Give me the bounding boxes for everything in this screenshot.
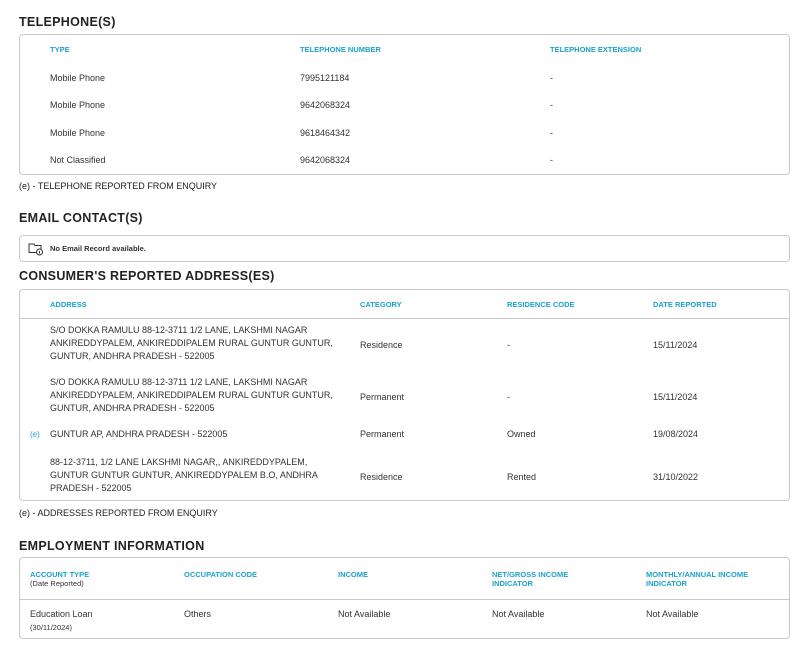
col-monthly-annual: MONTHLY/ANNUAL INCOME INDICATOR: [646, 570, 749, 588]
col-account-type: ACCOUNT TYPE (Date Reported): [30, 570, 89, 588]
account-type-value: Education Loan: [30, 609, 93, 619]
col-type: TYPE: [50, 45, 70, 54]
date-reported-value: (30/11/2024): [30, 623, 72, 632]
telephones-title: TELEPHONE(S): [19, 15, 116, 29]
telephone-type: Mobile Phone: [50, 128, 106, 138]
account-type: Education Loan (30/11/2024): [30, 608, 93, 634]
email-box: No Email Record available.: [19, 235, 790, 262]
header-divider: [20, 318, 789, 319]
residence-code-value: Rented: [507, 471, 537, 482]
telephone-type: Mobile Phone: [50, 100, 106, 110]
email-title: EMAIL CONTACT(S): [19, 211, 143, 225]
residence-code-value: Owned: [507, 429, 536, 439]
col-category: CATEGORY: [360, 300, 402, 309]
col-net-gross: NET/GROSS INCOME INDICATOR: [492, 570, 569, 588]
telephone-extension: -: [550, 155, 553, 165]
addresses-table: ADDRESS CATEGORY RESIDENCE CODE DATE REP…: [19, 289, 790, 501]
telephones-table: TYPE TELEPHONE NUMBER TELEPHONE EXTENSIO…: [19, 34, 790, 175]
category-value: Permanent: [360, 429, 405, 439]
category-value: Residence: [360, 339, 403, 350]
telephone-extension: -: [550, 100, 553, 110]
telephone-number: 9618464342: [300, 128, 351, 138]
col-telephone-number: TELEPHONE NUMBER: [300, 45, 381, 54]
category-value: Residence: [360, 471, 403, 482]
telephone-number: 7995121184: [300, 73, 350, 83]
date-reported-value: 15/11/2024: [653, 391, 698, 402]
addresses-note: (e) - ADDRESSES REPORTED FROM ENQUIRY: [19, 508, 218, 518]
col-account-type-label: ACCOUNT TYPE: [30, 570, 90, 579]
date-reported-value: 31/10/2022: [653, 471, 699, 482]
col-date-reported: DATE REPORTED: [653, 300, 717, 309]
employment-title: EMPLOYMENT INFORMATION: [19, 539, 205, 553]
telephone-number: 9642068324: [300, 155, 351, 165]
telephones-note: (e) - TELEPHONE REPORTED FROM ENQUIRY: [19, 181, 218, 191]
residence-code-value: -: [507, 339, 510, 350]
occupation-value: Others: [184, 609, 212, 619]
header-divider: [20, 599, 789, 600]
income-value: Not Available: [338, 609, 391, 619]
address-value: S/O DOKKA RAMULU 88-12-3711 1/2 LANE, LA…: [50, 325, 333, 361]
address-value: 88-12-3711, 1/2 LANE LAKSHMI NAGAR,, ANK…: [50, 457, 318, 493]
employment-table: ACCOUNT TYPE (Date Reported) OCCUPATION C…: [19, 557, 790, 639]
telephone-extension: -: [550, 73, 553, 83]
date-reported-value: 19/08/2024: [653, 429, 699, 439]
address-value: S/O DOKKA RAMULU 88-12-3711 1/2 LANE, LA…: [50, 377, 333, 413]
col-residence-code: RESIDENCE CODE: [507, 300, 575, 309]
enquiry-marker: (e): [30, 430, 40, 439]
net-gross-value: Not Available: [492, 609, 545, 619]
telephone-type: Not Classified: [50, 155, 106, 165]
telephone-extension: -: [550, 128, 553, 138]
date-reported-value: 15/11/2024: [653, 339, 698, 350]
monthly-annual-value: Not Available: [646, 609, 699, 619]
addresses-title: CONSUMER'S REPORTED ADDRESS(ES): [19, 269, 275, 283]
col-income: INCOME: [338, 570, 368, 579]
email-empty-message: No Email Record available.: [50, 244, 146, 253]
address-value: GUNTUR AP, ANDHRA PRADESH - 522005: [50, 429, 228, 439]
col-occupation-code: OCCUPATION CODE: [184, 570, 258, 579]
telephone-number: 9642068324: [300, 100, 351, 110]
col-date-reported-sub: (Date Reported): [30, 579, 84, 588]
residence-code-value: -: [507, 391, 510, 402]
col-address: ADDRESS: [50, 300, 87, 309]
category-value: Permanent: [360, 391, 405, 402]
folder-info-icon: [28, 243, 43, 256]
telephone-type: Mobile Phone: [50, 73, 106, 83]
col-telephone-extension: TELEPHONE EXTENSION: [550, 45, 642, 54]
